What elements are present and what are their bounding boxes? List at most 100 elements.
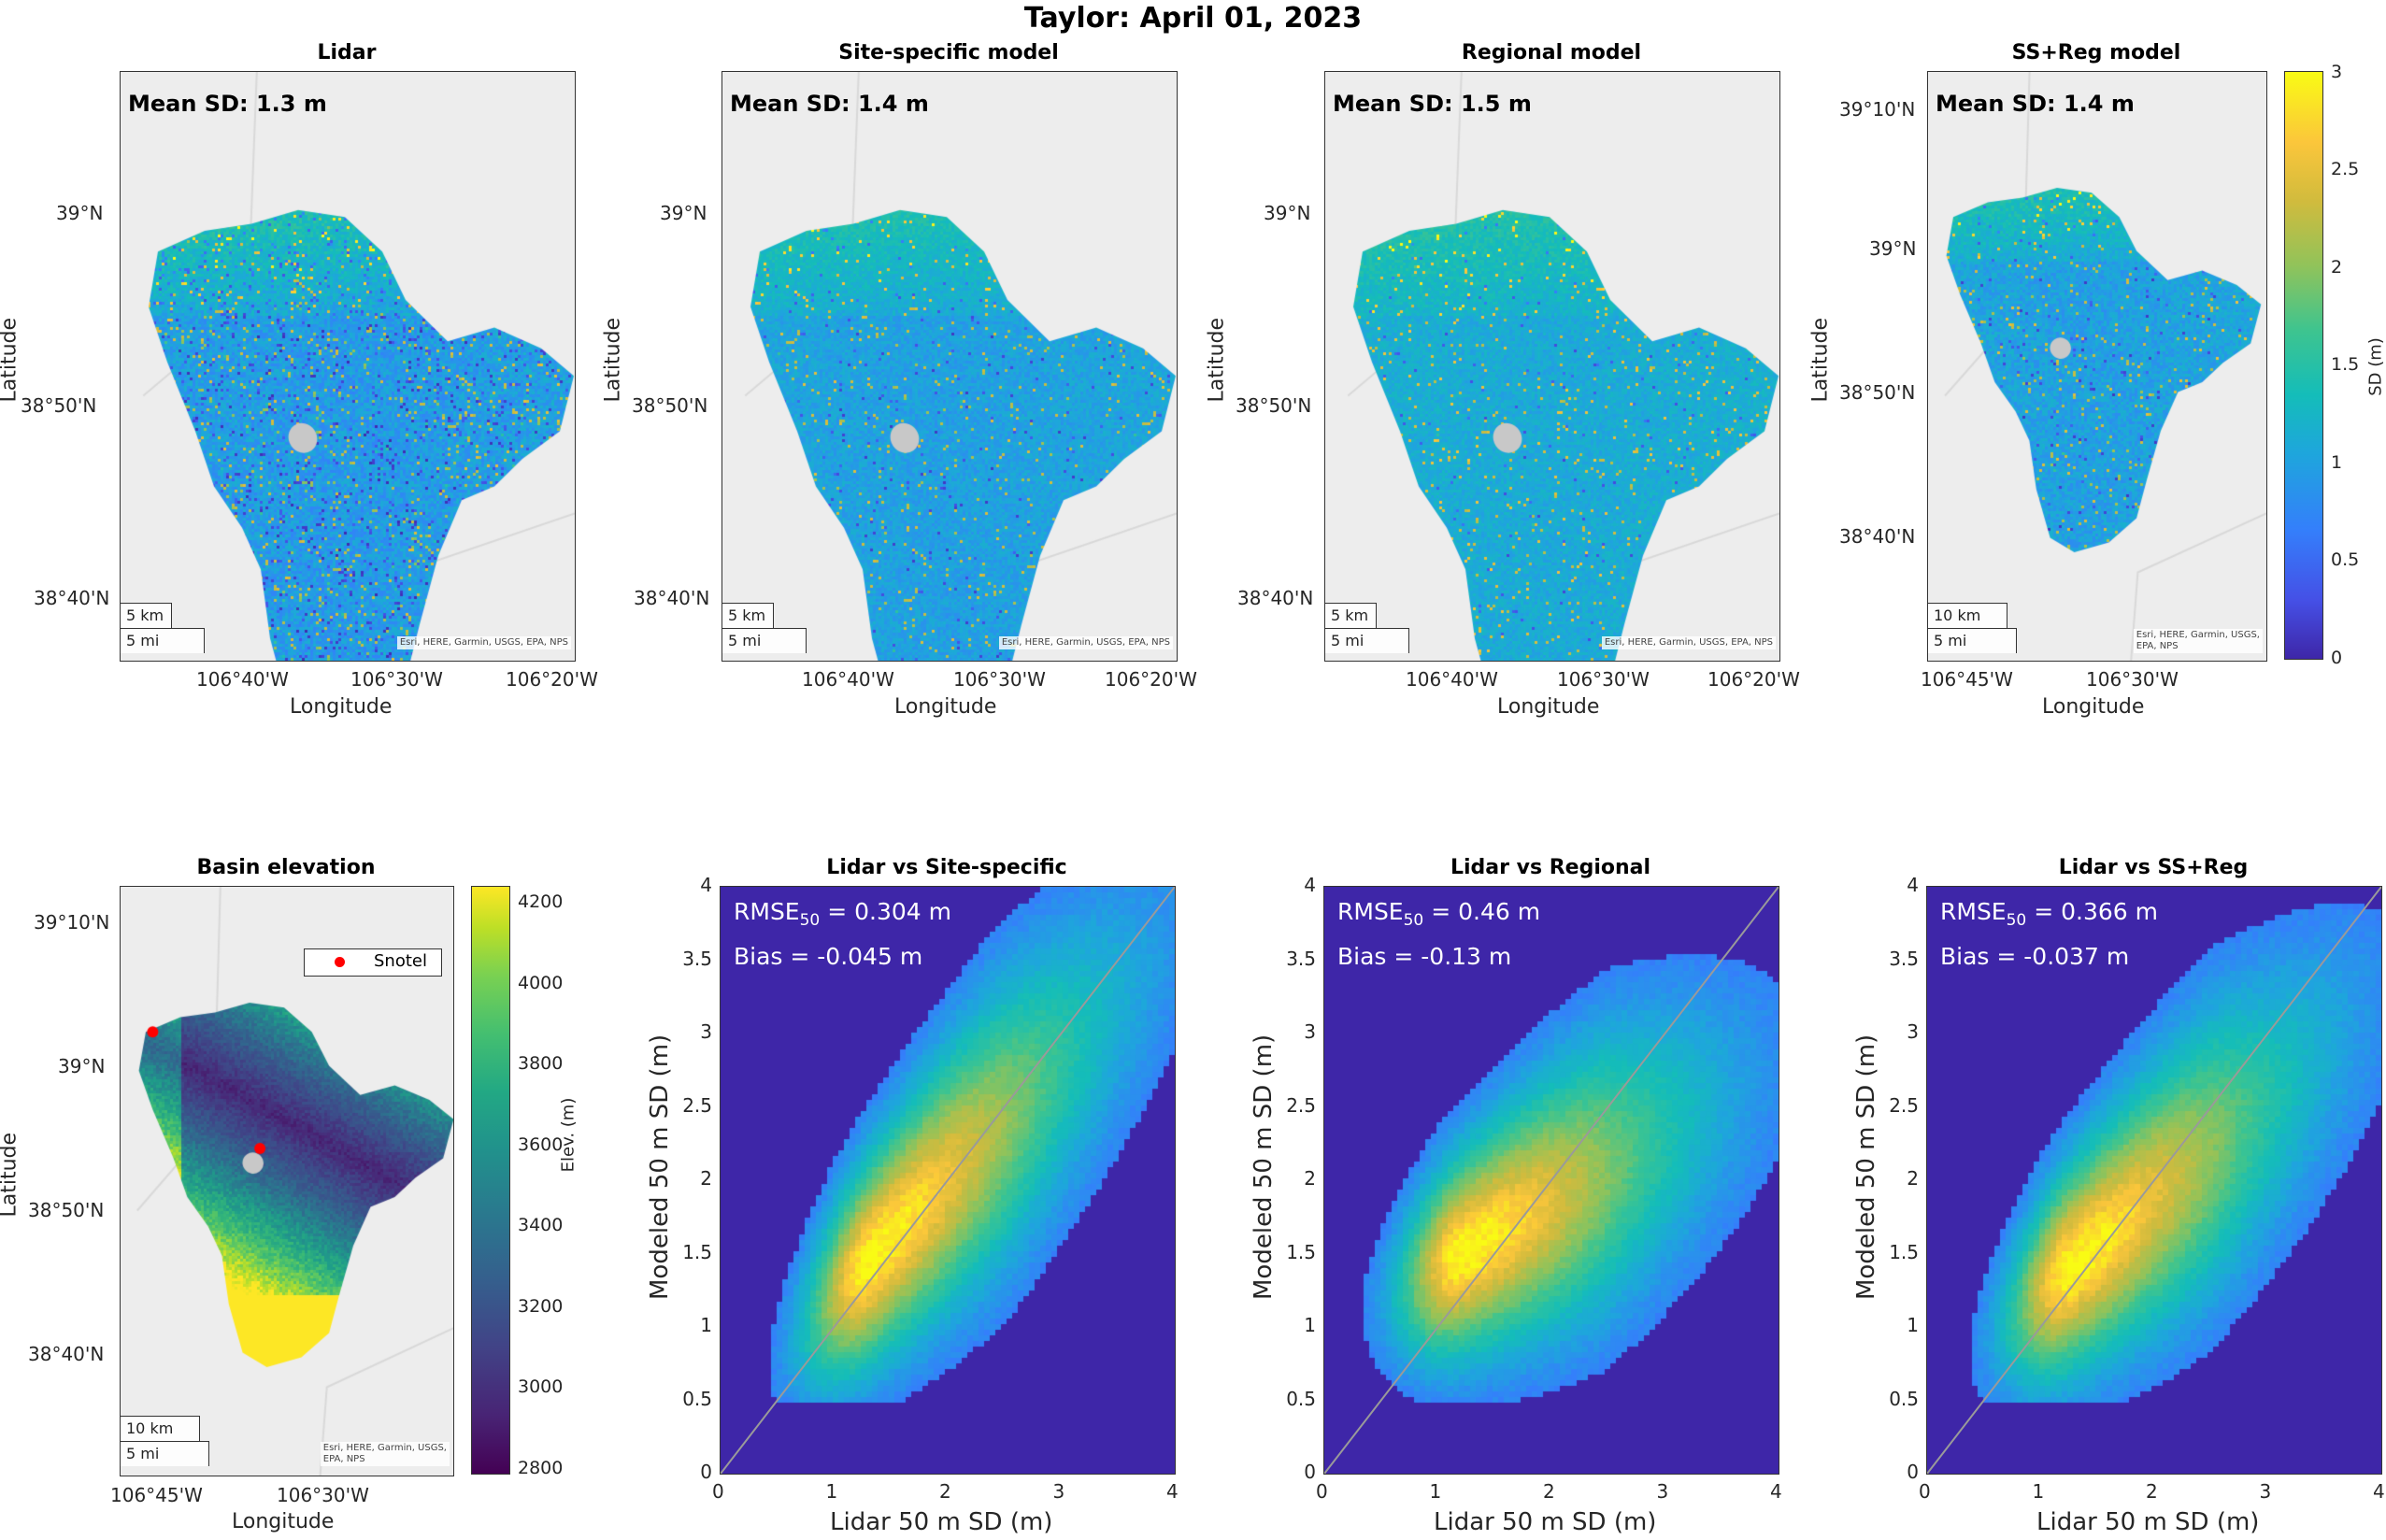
elevation-map: Snotel 10 km 5 mi Esri, HERE, Garmin, US… <box>120 886 454 1476</box>
rmse-subscript: 50 <box>1403 911 1424 930</box>
map-panel-ssreg: Mean SD: 1.4 m 10 km 5 mi Esri, HERE, Ga… <box>1927 71 2267 662</box>
sd-colorbar <box>2284 71 2323 660</box>
lat-tick: 39°10'N <box>34 911 110 934</box>
y-tick: 3.5 <box>1286 947 1316 970</box>
map-panel-regional: Mean SD: 1.5 m 5 km 5 mi Esri, HERE, Gar… <box>1324 71 1780 662</box>
lon-tick: 106°40'W <box>1406 668 1498 691</box>
scale-bar-km: 5 km <box>1325 603 1377 628</box>
scale-bar-mi: 5 mi <box>722 628 807 653</box>
y-tick: 4 <box>1304 874 1316 896</box>
y-tick: 4 <box>1907 874 1919 896</box>
y-tick: 1.5 <box>1286 1240 1316 1263</box>
basin-raster <box>121 72 575 661</box>
attribution-line: Esri, HERE, Garmin, USGS, <box>2136 630 2260 640</box>
y-tick: 4 <box>700 874 712 896</box>
lat-tick: 38°40'N <box>1237 587 1314 609</box>
y-tick: 2 <box>1907 1167 1919 1190</box>
hist-title: Lidar vs SS+Reg <box>2058 856 2249 879</box>
elevation-colorbar <box>471 886 510 1475</box>
y-tick: 0.5 <box>682 1387 712 1410</box>
y-tick: 1 <box>700 1314 712 1336</box>
scale-bar-mi: 5 mi <box>1325 628 1409 653</box>
scale-bar-km: 5 km <box>121 603 172 628</box>
y-tick: 0.5 <box>1286 1387 1316 1410</box>
y-tick: 2.5 <box>682 1093 712 1117</box>
attribution-line: Esri, HERE, Garmin, USGS, <box>322 1443 447 1453</box>
rmse-value: = 0.366 m <box>2026 898 2158 925</box>
y-tick: 3 <box>1304 1020 1316 1043</box>
lat-tick: 38°50'N <box>1236 394 1312 417</box>
y-tick: 0.5 <box>1889 1387 1919 1410</box>
y-tick: 1.5 <box>682 1240 712 1263</box>
y-tick: 3 <box>1907 1020 1919 1043</box>
mean-sd-label: Mean SD: 1.5 m <box>1333 91 1532 117</box>
colorbar-tick: 2 <box>2331 257 2343 278</box>
y-tick: 2.5 <box>1286 1093 1316 1117</box>
colorbar-tick: 3800 <box>518 1053 564 1074</box>
x-axis-label: Longitude <box>2042 695 2145 719</box>
colorbar-tick: 3200 <box>518 1296 564 1317</box>
map-attribution: Esri, HERE, Garmin, USGS, EPA, NPS <box>320 1442 450 1466</box>
lon-tick: 106°30'W <box>350 668 443 691</box>
y-tick: 3.5 <box>1889 947 1919 970</box>
colorbar-tick: 3000 <box>518 1376 564 1397</box>
bias-label: Bias = -0.037 m <box>1940 943 2130 970</box>
x-axis-label: Longitude <box>290 695 393 719</box>
scale-bar-mi: 5 mi <box>1928 628 2017 653</box>
lon-tick: 106°30'W <box>2086 668 2179 691</box>
y-axis-label: Latitude <box>1205 317 1229 403</box>
y-tick: 0 <box>1907 1461 1919 1483</box>
basin-raster <box>1928 72 2266 661</box>
mean-sd-label: Mean SD: 1.4 m <box>1936 91 2135 117</box>
density-panel: RMSE50 = 0.366 m Bias = -0.037 m <box>1926 886 2382 1475</box>
lat-tick: 38°40'N <box>34 587 110 609</box>
map-title-lidar: Lidar <box>317 41 377 64</box>
x-tick: 4 <box>2373 1480 2385 1503</box>
y-axis-label: Latitude <box>1808 317 1833 403</box>
y-tick: 1 <box>1304 1314 1316 1336</box>
rmse-text: RMSE <box>1337 898 1404 925</box>
x-axis-label: Longitude <box>232 1510 335 1533</box>
lon-tick: 106°30'W <box>1557 668 1650 691</box>
density-panel: RMSE50 = 0.304 m Bias = -0.045 m <box>720 886 1176 1475</box>
rmse-label: RMSE50 = 0.304 m <box>734 898 951 930</box>
y-tick: 1 <box>1907 1314 1919 1336</box>
x-tick: 1 <box>2032 1480 2045 1503</box>
lon-tick: 106°20'W <box>1105 668 1197 691</box>
figure-title: Taylor: April 01, 2023 <box>1023 2 1363 35</box>
x-tick: 1 <box>825 1480 838 1503</box>
lon-tick: 106°30'W <box>277 1484 369 1506</box>
lon-tick: 106°40'W <box>196 668 289 691</box>
map-attribution: Esri, HERE, Garmin, USGS, EPA, NPS <box>1601 636 1776 649</box>
y-tick: 1.5 <box>1889 1240 1919 1263</box>
one-to-one-line-path <box>721 887 1175 1474</box>
attribution-line: EPA, NPS <box>322 1454 365 1464</box>
basin-raster <box>1325 72 1779 661</box>
map-title-regional: Regional model <box>1461 41 1642 64</box>
x-tick: 4 <box>1166 1480 1179 1503</box>
map-panel-site-specific: Mean SD: 1.4 m 5 km 5 mi Esri, HERE, Gar… <box>722 71 1178 662</box>
lat-tick: 39°N <box>56 202 104 224</box>
rmse-text: RMSE <box>734 898 800 925</box>
lat-tick: 39°N <box>1869 237 1917 260</box>
x-tick: 0 <box>1316 1480 1328 1503</box>
colorbar-tick: 0 <box>2331 648 2343 668</box>
one-to-one-line <box>721 887 1175 1474</box>
legend-label: Snotel <box>374 951 427 971</box>
rmse-label: RMSE50 = 0.46 m <box>1337 898 1540 930</box>
rmse-value: = 0.46 m <box>1423 898 1541 925</box>
y-axis-label: Latitude <box>0 317 21 403</box>
y-axis-label: Modeled 50 m SD (m) <box>1852 1034 1880 1300</box>
map-attribution: Esri, HERE, Garmin, USGS, EPA, NPS <box>2133 629 2263 653</box>
map-legend: Snotel <box>304 948 442 977</box>
x-tick: 3 <box>1052 1480 1065 1503</box>
snotel-marker-icon <box>335 957 345 967</box>
lon-tick: 106°20'W <box>1707 668 1800 691</box>
map-title-site-specific: Site-specific model <box>838 41 1059 64</box>
lat-tick: 38°40'N <box>634 587 710 609</box>
lat-tick: 39°10'N <box>1839 98 1916 121</box>
basin-raster <box>121 887 453 1476</box>
y-axis-label: Latitude <box>601 317 625 403</box>
colorbar-tick: 2800 <box>518 1458 564 1478</box>
lat-tick: 38°40'N <box>1839 525 1916 548</box>
